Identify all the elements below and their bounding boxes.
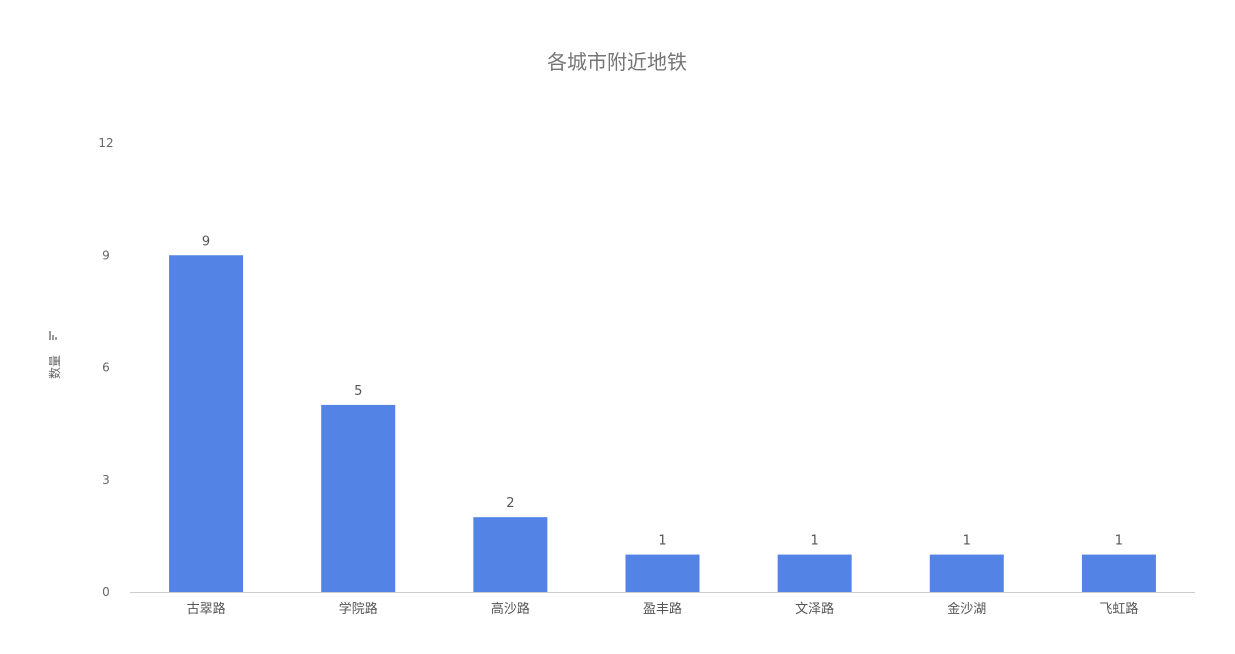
x-tick-label: 高沙路 (491, 601, 530, 617)
chart-title: 各城市附近地铁 (547, 50, 687, 74)
x-tick-label: 学院路 (339, 601, 378, 617)
bar (929, 554, 1004, 592)
y-axis: 0 3 6 9 12 (98, 136, 113, 599)
x-tick-label: 金沙湖 (947, 601, 986, 617)
y-tick-label: 9 (102, 248, 110, 262)
data-label: 1 (1115, 534, 1123, 549)
y-tick-label: 3 (102, 473, 110, 487)
data-label: 1 (963, 534, 971, 549)
bar (473, 517, 548, 592)
y-tick-label: 0 (102, 585, 110, 599)
x-tick-label: 文泽路 (795, 601, 834, 617)
bar-chart-icon (49, 331, 57, 340)
bar (1081, 554, 1156, 592)
x-tick-label: 飞虹路 (1099, 601, 1138, 617)
x-tick-label: 盈丰路 (643, 601, 682, 617)
bar (169, 255, 244, 592)
bars: 9 5 2 1 1 1 1 (169, 234, 1156, 592)
data-label: 5 (354, 384, 362, 399)
data-label: 2 (506, 496, 514, 511)
y-axis-label-group: 数量 (47, 331, 62, 379)
bar (321, 404, 396, 592)
x-axis: 古翠路 学院路 高沙路 盈丰路 文泽路 金沙湖 飞虹路 (187, 601, 1139, 617)
y-tick-label: 6 (102, 361, 110, 375)
bar (625, 554, 700, 592)
y-tick-label: 12 (98, 136, 113, 150)
bar (777, 554, 852, 592)
data-label: 1 (658, 534, 666, 549)
x-tick-label: 古翠路 (187, 601, 226, 617)
y-axis-label: 数量 (47, 355, 62, 379)
data-label: 9 (202, 234, 210, 249)
data-label: 1 (811, 534, 819, 549)
